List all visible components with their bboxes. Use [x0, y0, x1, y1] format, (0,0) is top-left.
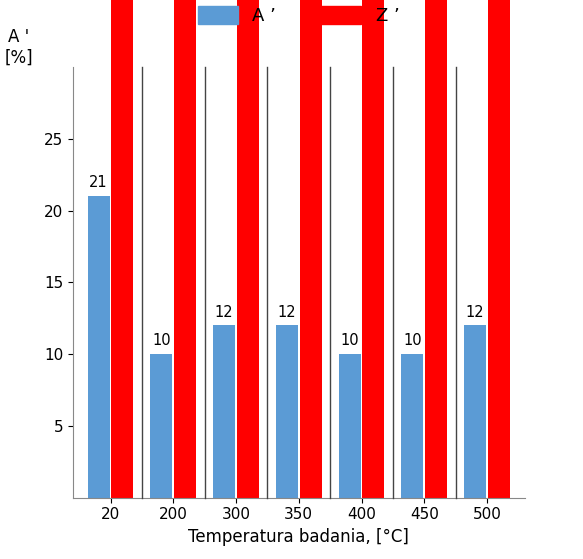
- Text: 12: 12: [466, 305, 484, 320]
- Text: 12: 12: [215, 305, 233, 320]
- X-axis label: Temperatura badania, [°C]: Temperatura badania, [°C]: [188, 528, 409, 546]
- Bar: [150, 354, 173, 498]
- Bar: [300, 0, 322, 498]
- Bar: [237, 0, 259, 498]
- Bar: [276, 325, 298, 498]
- Bar: [213, 325, 235, 498]
- Text: 21: 21: [89, 176, 108, 191]
- Text: 10: 10: [340, 333, 359, 348]
- Y-axis label: A '
[%]: A ' [%]: [4, 29, 33, 67]
- Bar: [464, 325, 486, 498]
- Text: 10: 10: [403, 333, 422, 348]
- Bar: [174, 0, 196, 498]
- Bar: [425, 0, 447, 498]
- Text: 10: 10: [152, 333, 171, 348]
- Bar: [111, 0, 134, 498]
- Bar: [401, 354, 423, 498]
- Bar: [488, 0, 510, 498]
- Legend: A ’, Z ’: A ’, Z ’: [191, 0, 406, 32]
- Text: 12: 12: [278, 305, 296, 320]
- Bar: [87, 196, 110, 498]
- Bar: [339, 354, 361, 498]
- Bar: [363, 0, 384, 498]
